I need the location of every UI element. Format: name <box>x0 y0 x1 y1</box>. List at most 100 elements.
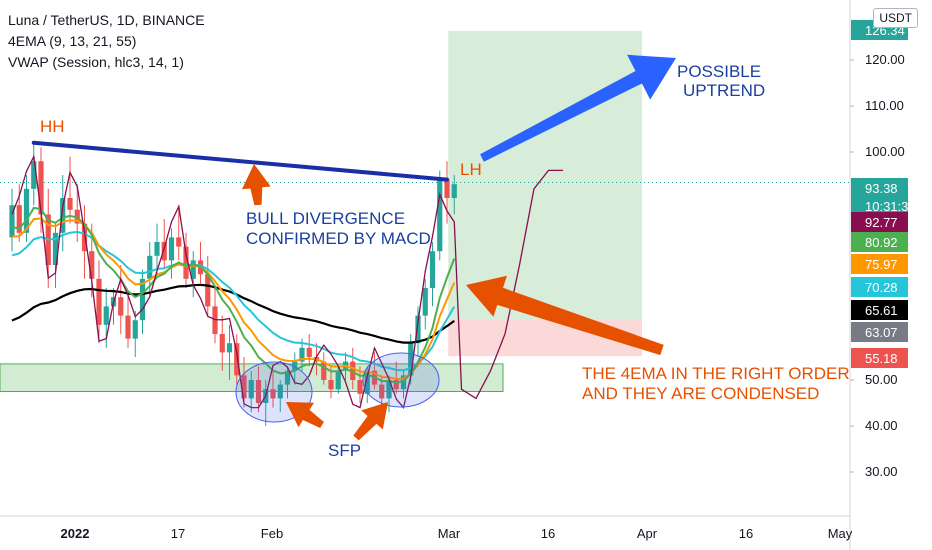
candle-body <box>234 343 240 376</box>
x-tick-label: Mar <box>438 526 461 541</box>
candle-body <box>422 288 428 316</box>
legend-vwap[interactable]: VWAP (Session, hlc3, 14, 1) <box>8 54 184 70</box>
candle-body <box>437 179 443 252</box>
candle-body <box>16 205 22 233</box>
candle-body <box>306 347 312 357</box>
candle-body <box>31 161 37 189</box>
candle-body <box>168 237 175 261</box>
y-tick-label: 100.00 <box>865 144 905 159</box>
hh-label: HH <box>40 117 65 136</box>
y-tick-label: 50.00 <box>865 372 898 387</box>
candle-body <box>205 274 211 307</box>
uptrend-label: UPTREND <box>683 81 766 100</box>
sfp-arrow-1 <box>286 402 324 428</box>
y-tick-label: 40.00 <box>865 418 898 433</box>
legend-symbol[interactable]: Luna / TetherUS, 1D, BINANCE <box>8 12 205 28</box>
ema-condensed-label: AND THEY ARE CONDENSED <box>582 384 820 403</box>
price-label-bg <box>851 322 908 342</box>
candle-body <box>67 198 73 210</box>
candle-body <box>139 278 146 321</box>
candle-body <box>393 380 399 390</box>
candle-body <box>335 370 341 390</box>
candle-body <box>255 380 262 403</box>
ema9-line <box>11 206 456 384</box>
y-tick-label: 110.00 <box>865 98 904 113</box>
candle-body <box>118 297 124 316</box>
candle-body <box>81 223 88 252</box>
sfp-ellipse-2 <box>362 352 440 408</box>
price-label-bg <box>851 232 908 252</box>
possible-label: POSSIBLE <box>677 62 762 81</box>
bull-divergence-label: BULL DIVERGENCE <box>246 209 406 228</box>
price-label-value: 92.77 <box>865 215 898 230</box>
candle-body <box>125 315 131 339</box>
candle-body <box>23 188 30 233</box>
indicator-lines-layer <box>11 154 563 410</box>
candle-body <box>147 255 153 279</box>
x-tick-label: May <box>828 526 853 541</box>
candles-layer <box>9 142 457 426</box>
candle-body <box>299 347 305 362</box>
candle-body <box>241 375 247 399</box>
candle-body <box>292 361 298 371</box>
candle-body <box>284 370 291 385</box>
price-label-value: 75.97 <box>865 257 898 272</box>
price-label-bg <box>851 277 908 297</box>
candle-body <box>60 198 66 233</box>
price-label-value: 65.61 <box>865 303 898 318</box>
candle-body <box>96 278 102 325</box>
candle-body <box>132 320 138 339</box>
x-tick-label: Apr <box>637 526 658 541</box>
candle-body <box>321 361 327 380</box>
candle-body <box>386 380 392 399</box>
x-tick-label: Feb <box>261 526 283 541</box>
y-tick-label: 30.00 <box>865 464 898 479</box>
candle-body <box>451 184 457 198</box>
candle-body <box>52 232 59 265</box>
candle-body <box>408 343 414 376</box>
candle-body <box>400 375 407 390</box>
candle-body <box>89 251 95 279</box>
lh-label: LH <box>460 160 482 179</box>
y-tick-label: 120.00 <box>865 52 905 67</box>
sfp-label: SFP <box>328 441 362 460</box>
ema-arrow <box>466 275 664 356</box>
uptrend-arrow <box>480 54 676 162</box>
divergence-arrow <box>242 164 271 206</box>
chart-legend: Luna / TetherUS, 1D, BINANCE 4EMA (9, 13… <box>8 10 205 73</box>
candle-body <box>429 251 436 288</box>
drawings-layer <box>31 54 676 441</box>
candle-body <box>444 179 450 198</box>
candle-body <box>277 384 283 399</box>
candle-body <box>161 242 167 261</box>
price-label-bg <box>851 212 908 232</box>
legend-ema[interactable]: 4EMA (9, 13, 21, 55) <box>8 33 137 49</box>
candle-body <box>183 246 189 279</box>
price-label-bg <box>851 254 908 274</box>
price-label-value: 93.38 <box>865 181 898 196</box>
candle-body <box>226 343 233 353</box>
candle-body <box>270 389 276 399</box>
vwap-line <box>11 154 563 410</box>
candle-body <box>154 242 160 256</box>
candle-body <box>190 260 196 279</box>
price-label-countdown: 10:31:39 <box>865 199 916 214</box>
candle-body <box>176 237 182 247</box>
ema21-line <box>11 230 456 372</box>
candle-body <box>38 161 44 215</box>
candle-body <box>379 384 385 399</box>
candle-body <box>9 205 15 238</box>
price-label-value: 70.28 <box>865 280 898 295</box>
ema-order-label: THE 4EMA IN THE RIGHT ORDER <box>582 364 850 383</box>
descending-trendline <box>31 140 449 182</box>
currency-selector[interactable]: USDT <box>873 8 918 28</box>
x-tick-label: 2022 <box>61 526 90 541</box>
candle-body <box>328 380 334 390</box>
candle-body <box>415 315 421 344</box>
macd-label: CONFIRMED BY MACD <box>246 229 431 248</box>
price-label-bg <box>851 348 908 368</box>
candle-body <box>248 380 254 399</box>
price-label-bg <box>851 300 908 320</box>
